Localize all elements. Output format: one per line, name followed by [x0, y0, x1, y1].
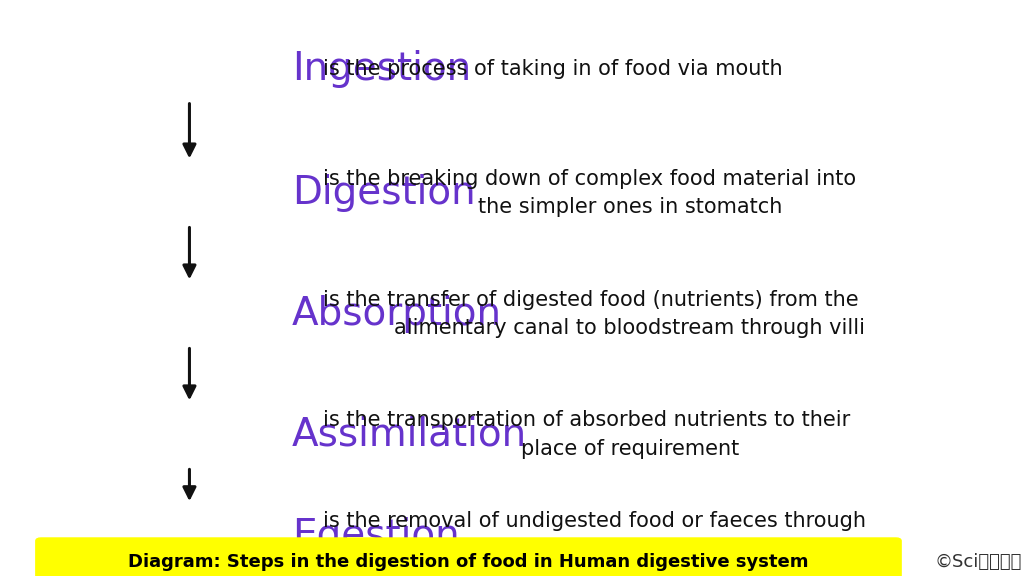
Text: is the transportation of absorbed nutrients to their: is the transportation of absorbed nutrie…: [323, 411, 850, 430]
Text: Egestion: Egestion: [292, 517, 460, 555]
Text: the simpler ones in stomatch: the simpler ones in stomatch: [477, 198, 782, 217]
Text: alimentary canal to bloodstream through villi: alimentary canal to bloodstream through …: [394, 319, 865, 338]
Text: Assimilation: Assimilation: [292, 416, 527, 454]
Text: the anus: the anus: [585, 540, 675, 560]
Text: place of requirement: place of requirement: [520, 439, 739, 459]
Text: ©Sciक्षक: ©Sciक्षक: [934, 552, 1022, 571]
Text: Diagram: Steps in the digestion of food in Human digestive system: Diagram: Steps in the digestion of food …: [128, 552, 809, 571]
FancyBboxPatch shape: [36, 538, 901, 576]
Text: Absorption: Absorption: [292, 295, 502, 333]
Text: Ingestion: Ingestion: [292, 50, 471, 88]
Text: Digestion: Digestion: [292, 174, 475, 212]
Text: is the breaking down of complex food material into: is the breaking down of complex food mat…: [323, 169, 856, 188]
Text: is the process of taking in of food via mouth: is the process of taking in of food via …: [323, 59, 782, 79]
Text: is the transfer of digested food (nutrients) from the: is the transfer of digested food (nutrie…: [323, 290, 858, 309]
Text: is the removal of undigested food or faeces through: is the removal of undigested food or fae…: [323, 511, 865, 531]
